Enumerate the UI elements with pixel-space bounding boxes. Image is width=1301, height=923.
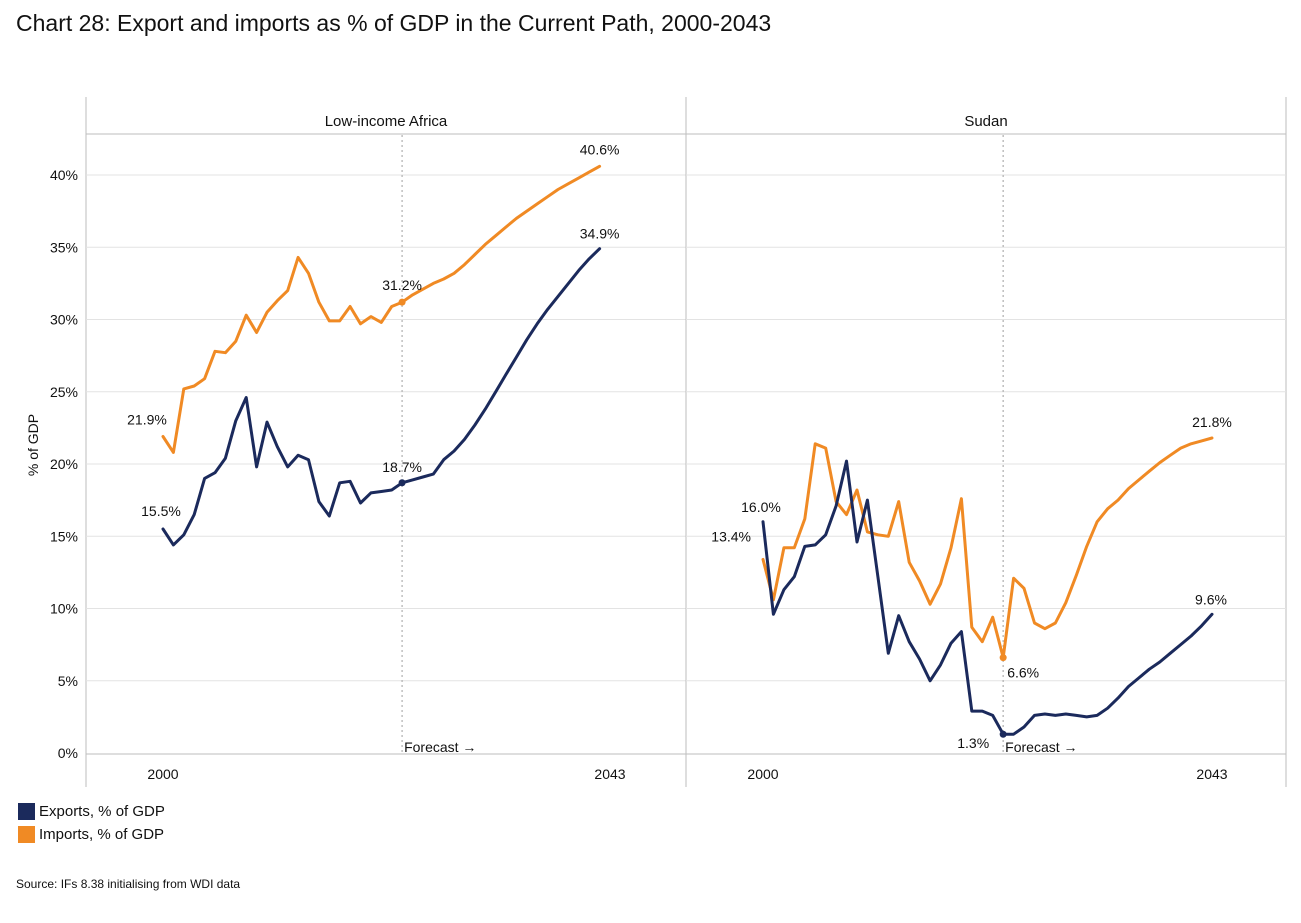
data-label: 15.5%	[141, 503, 181, 519]
forecast-point-exports	[999, 730, 1007, 738]
series-line-imports	[761, 436, 1214, 660]
y-tick-label: 40%	[50, 167, 78, 183]
legend-item-exports[interactable]: Exports, % of GDP	[18, 800, 165, 823]
series-line-exports	[761, 459, 1214, 736]
data-label: 13.4%	[711, 528, 751, 544]
source-note: Source: IFs 8.38 initialising from WDI d…	[16, 877, 241, 891]
forecast-label: Forecast →	[404, 739, 476, 755]
data-label: 9.6%	[1195, 591, 1227, 607]
legend-label-exports: Exports, % of GDP	[39, 803, 165, 820]
data-label: 1.3%	[957, 735, 989, 751]
panel-title: Low-income Africa	[325, 113, 448, 130]
data-label: 31.2%	[382, 277, 422, 293]
y-tick-label: 10%	[50, 601, 78, 617]
forecast-point-imports	[999, 654, 1007, 662]
y-tick-label: 5%	[58, 673, 78, 689]
legend-swatch-exports	[18, 803, 35, 820]
y-tick-label: 25%	[50, 384, 78, 400]
data-label: 16.0%	[741, 499, 781, 515]
x-tick-label: 2000	[147, 766, 178, 782]
y-tick-label: 15%	[50, 528, 78, 544]
data-label: 6.6%	[1007, 665, 1039, 681]
y-tick-label: 0%	[58, 745, 78, 761]
forecast-point-exports	[398, 479, 406, 487]
data-label: 34.9%	[580, 226, 620, 242]
legend-label-imports: Imports, % of GDP	[39, 826, 165, 843]
x-tick-label: 2043	[1196, 766, 1227, 782]
panel-title: Sudan	[964, 113, 1007, 130]
data-label: 18.7%	[382, 459, 422, 475]
data-label: 21.9%	[127, 412, 167, 428]
forecast-label: Forecast →	[1005, 739, 1077, 755]
data-label: 40.6%	[580, 141, 620, 157]
x-tick-label: 2043	[594, 766, 625, 782]
legend-swatch-imports	[18, 826, 35, 843]
y-tick-label: 30%	[50, 312, 78, 328]
data-label: 21.8%	[1192, 414, 1232, 430]
y-tick-label: 35%	[50, 239, 78, 255]
series-line-exports	[161, 247, 602, 547]
chart-title: Chart 28: Export and imports as % of GDP…	[16, 10, 772, 36]
y-axis-label: % of GDP	[25, 414, 41, 476]
x-tick-label: 2000	[747, 766, 778, 782]
legend-item-imports[interactable]: Imports, % of GDP	[18, 823, 165, 846]
series-line-imports	[161, 164, 602, 454]
forecast-point-imports	[398, 298, 406, 306]
legend: Exports, % of GDP Imports, % of GDP	[18, 800, 165, 846]
y-tick-label: 20%	[50, 456, 78, 472]
